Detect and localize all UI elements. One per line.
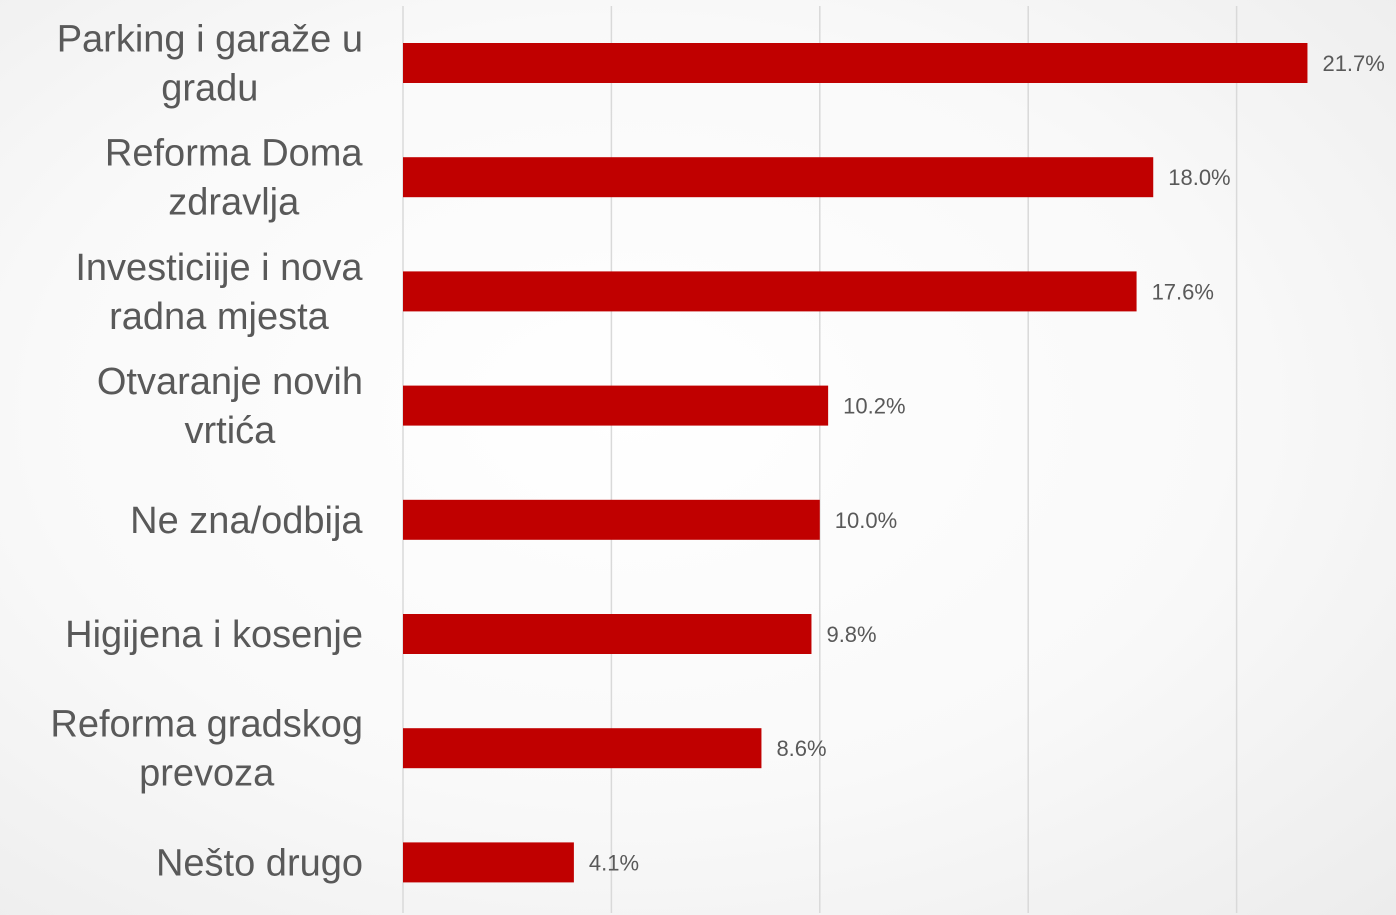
bars [403, 43, 1308, 883]
bar [403, 271, 1137, 312]
value-label: 10.0% [835, 508, 897, 533]
value-label: 21.7% [1322, 51, 1384, 76]
value-label: 8.6% [776, 736, 826, 761]
value-label: 4.1% [589, 850, 639, 875]
category-label: Reforma gradskog prevoza [50, 704, 363, 795]
value-label: 10.2% [843, 394, 905, 419]
value-label: 18.0% [1168, 165, 1230, 190]
value-label: 9.8% [826, 622, 876, 647]
value-label: 17.6% [1152, 279, 1214, 304]
bar [403, 499, 820, 540]
bar [403, 842, 574, 883]
category-label: Otvaranje novih vrtića [97, 361, 363, 452]
category-label: Parking i garaže u gradu [57, 19, 363, 110]
category-label: Ne zna/odbija [130, 500, 363, 542]
category-label: Higijena i kosenje [65, 614, 363, 656]
bar [403, 614, 812, 654]
bar [403, 43, 1308, 83]
category-label: Investiciije i nova radna mjesta [75, 247, 363, 338]
category-label: Reforma Doma zdravlja [105, 133, 363, 224]
bar [403, 728, 762, 769]
value-labels: 21.7% 18.0% 17.6% 10.2% 10.0% 9.8% 8.6% 4.1% [589, 51, 1385, 875]
bar [403, 385, 829, 426]
bar [403, 157, 1154, 198]
category-label: Nešto drugo [156, 842, 363, 884]
gridlines [402, 6, 1238, 913]
category-labels: Parking i garaže u gradu Reforma Doma zdrav… [50, 19, 363, 885]
